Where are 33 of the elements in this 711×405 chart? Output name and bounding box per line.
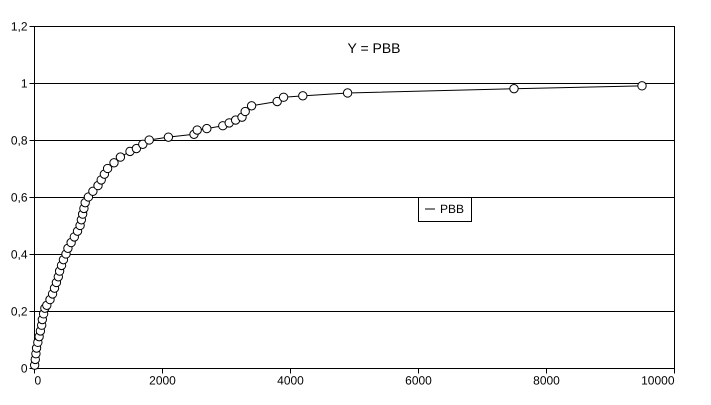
x-tick-label: 2000 xyxy=(149,374,176,388)
point xyxy=(132,144,142,154)
point xyxy=(144,135,154,145)
point xyxy=(240,106,250,116)
x-tick-label: 10000 xyxy=(641,374,675,388)
point xyxy=(637,81,647,91)
y-tick-label: 1,2 xyxy=(10,20,28,34)
point xyxy=(272,96,282,106)
y-tick-label: 0 xyxy=(20,362,28,376)
point xyxy=(164,132,174,142)
point xyxy=(278,92,288,102)
y-tick-label: 0,4 xyxy=(10,248,28,262)
point xyxy=(509,84,519,94)
x-tick-label: 4000 xyxy=(277,374,304,388)
y-tick-label: 0,2 xyxy=(10,304,28,318)
point xyxy=(342,88,352,98)
point xyxy=(192,125,202,135)
y-tick-label: 0,6 xyxy=(10,190,28,204)
text: Y = PBB xyxy=(347,40,401,56)
point xyxy=(109,158,119,168)
point xyxy=(246,101,256,110)
x-tick-label: 6000 xyxy=(405,374,432,388)
y-tick-label: 0,8 xyxy=(10,134,28,148)
point xyxy=(116,152,126,162)
point xyxy=(138,140,148,149)
legend-label: PBB xyxy=(440,202,464,216)
point xyxy=(88,186,98,196)
point xyxy=(298,91,308,100)
point xyxy=(102,164,112,174)
y-tick-label: 1 xyxy=(20,76,28,90)
x-tick-label: 0 xyxy=(34,374,42,388)
x-tick-label: 8000 xyxy=(533,374,560,388)
point xyxy=(202,124,212,134)
